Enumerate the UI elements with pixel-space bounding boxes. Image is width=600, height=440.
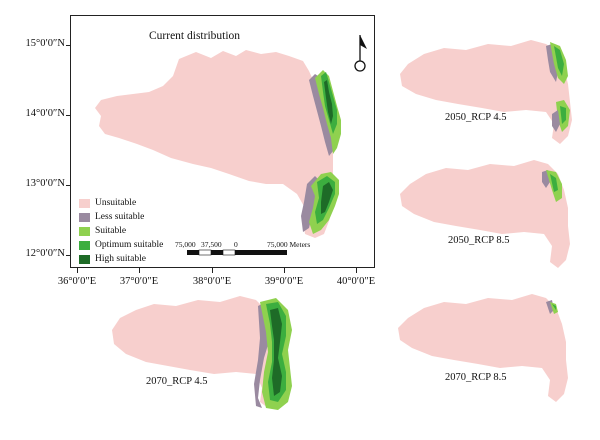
scale-label: 37,500 [201, 240, 222, 249]
legend-swatch [79, 213, 90, 222]
longitude-label: 40°0′0″E [336, 276, 376, 287]
longitude-label: 38°0′0″E [192, 276, 232, 287]
panel-2050-rcp85-map [400, 160, 570, 268]
longitude-tick [77, 268, 78, 273]
panel-2050-rcp45-map [400, 40, 572, 144]
map-title: Current distribution [149, 30, 241, 42]
legend-swatch [79, 199, 90, 208]
longitude-label: 37°0′0″E [119, 276, 159, 287]
panel-label-2070-rcp45: 2070_RCP 4.5 [146, 376, 208, 387]
region-less [552, 110, 560, 132]
latitude-tick [66, 255, 71, 256]
scale-bar [187, 249, 287, 256]
region-unsuitable [112, 296, 280, 408]
latitude-tick [66, 185, 71, 186]
region-suitable [550, 302, 558, 314]
panel-2070-rcp45-map [112, 296, 292, 410]
region-unsuitable [95, 50, 333, 238]
panel-label-2050-rcp45: 2050_RCP 4.5 [445, 112, 507, 123]
longitude-tick [212, 268, 213, 273]
longitude-label: 39°0′0″E [264, 276, 304, 287]
region-south-high [321, 182, 333, 214]
legend-label: Suitable [95, 226, 127, 236]
longitude-tick [284, 268, 285, 273]
region-optimum [552, 304, 556, 310]
region-north-band-less [309, 74, 333, 156]
region-unsuitable [400, 160, 570, 268]
latitude-tick [66, 115, 71, 116]
region-north-band-high [324, 80, 333, 124]
region-optimum [560, 106, 566, 124]
longitude-tick [139, 268, 140, 273]
legend-label: High suitable [95, 254, 146, 264]
longitude-tick [356, 268, 357, 273]
region-unsuitable [398, 294, 568, 402]
latitude-label: 13°0′0″N [25, 178, 65, 189]
legend-label: Less suitable [95, 212, 145, 222]
legend-label: Unsuitable [95, 198, 137, 208]
scale-label: 75,000 [175, 240, 196, 249]
panel-label-2050-rcp85: 2050_RCP 8.5 [448, 235, 510, 246]
legend-swatch [79, 255, 90, 264]
region-high [270, 308, 282, 396]
panel-label-2070-rcp85: 2070_RCP 8.5 [445, 372, 507, 383]
main-map-frame: Current distribution 75,000 37,500 0 75,… [70, 15, 375, 268]
legend-label: Optimum suitable [95, 240, 164, 250]
latitude-label: 12°0′0″N [25, 248, 65, 259]
region-unsuitable [400, 40, 572, 144]
region-optimum [550, 174, 558, 192]
panel-2070-rcp85-map [398, 294, 568, 402]
legend-swatch [79, 241, 90, 250]
main-map-canvas [95, 35, 367, 256]
north-arrow-icon [354, 35, 367, 72]
latitude-label: 15°0′0″N [25, 38, 65, 49]
latitude-tick [66, 45, 71, 46]
latitude-label: 14°0′0″N [25, 108, 65, 119]
longitude-label: 36°0′0″E [57, 276, 97, 287]
scale-label: 75,000 Meters [267, 240, 311, 249]
legend-swatch [79, 227, 90, 236]
region-optimum [554, 46, 564, 76]
scale-label: 0 [234, 240, 238, 249]
